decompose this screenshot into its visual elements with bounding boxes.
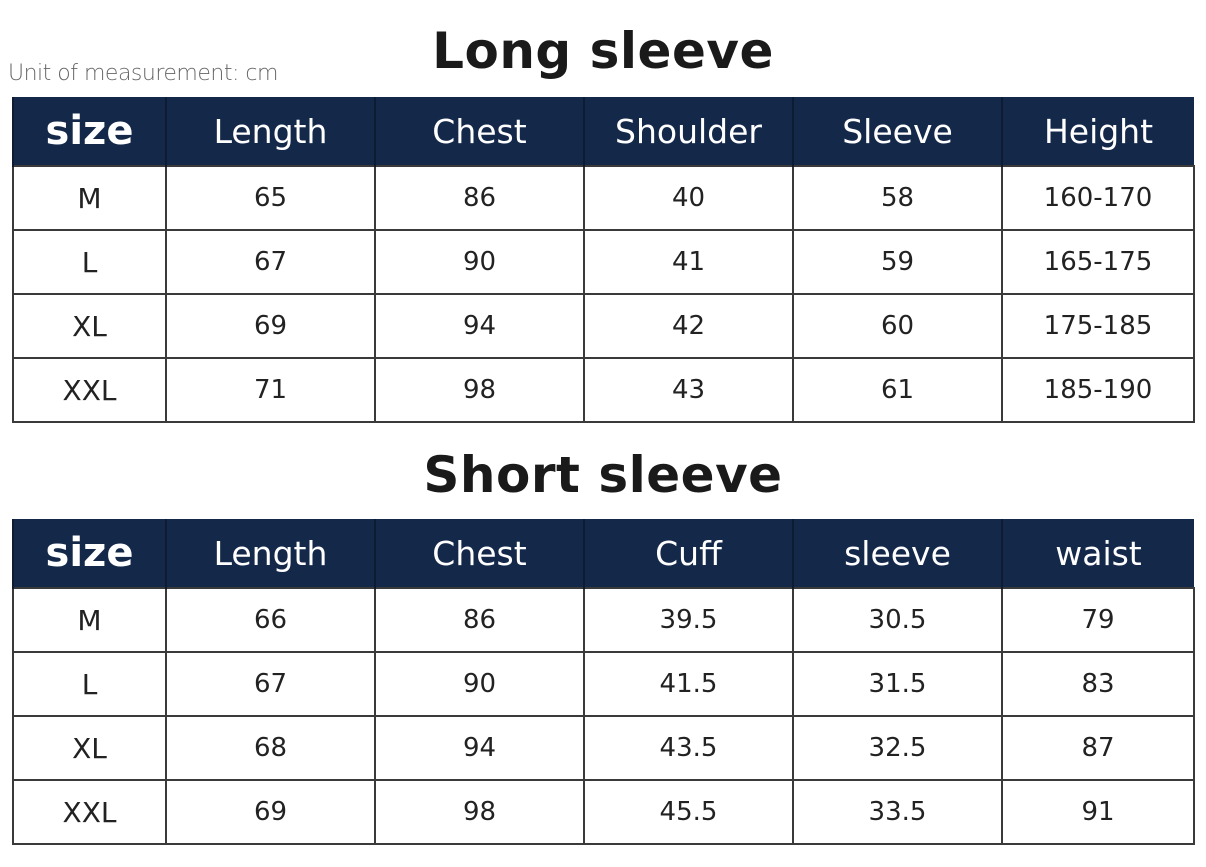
table-cell: 59 [792, 229, 1003, 295]
table-cell: 87 [1001, 715, 1195, 781]
table-cell: 65 [165, 165, 376, 231]
table-cell: 41 [583, 229, 794, 295]
column-header-size: size [12, 519, 166, 588]
table-cell: 175-185 [1001, 293, 1195, 359]
table-cell: 67 [165, 651, 376, 717]
table-cell: 94 [374, 293, 585, 359]
table-cell: 79 [1001, 587, 1195, 653]
table-cell: 86 [374, 587, 585, 653]
table-cell: 90 [374, 229, 585, 295]
table-row: XL 68 94 43.5 32.5 87 [12, 715, 1195, 781]
column-header-chest: Chest [374, 519, 584, 588]
table-row: XXL 69 98 45.5 33.5 91 [12, 779, 1195, 845]
table-cell: 185-190 [1001, 357, 1195, 423]
table-cell: 67 [165, 229, 376, 295]
table-cell: 33.5 [792, 779, 1003, 845]
table-cell: 98 [374, 779, 585, 845]
size-cell: L [12, 229, 167, 295]
column-header-chest: Chest [374, 97, 584, 166]
table-cell: 30.5 [792, 587, 1003, 653]
table-cell: 69 [165, 293, 376, 359]
header-row: size Length Chest Shoulder Sleeve Height [12, 97, 1194, 166]
column-header-height: Height [1001, 97, 1194, 166]
table-cell: 165-175 [1001, 229, 1195, 295]
long-sleeve-title: Long sleeve [432, 22, 774, 80]
size-cell: XXL [12, 779, 167, 845]
table-cell: 41.5 [583, 651, 794, 717]
table-cell: 71 [165, 357, 376, 423]
column-header-length: Length [165, 97, 375, 166]
table-cell: 42 [583, 293, 794, 359]
size-cell: M [12, 165, 167, 231]
table-cell: 40 [583, 165, 794, 231]
table-cell: 45.5 [583, 779, 794, 845]
table-cell: 58 [792, 165, 1003, 231]
header-row: size Length Chest Cuff sleeve waist [12, 519, 1194, 588]
table-cell: 94 [374, 715, 585, 781]
table-cell: 31.5 [792, 651, 1003, 717]
table-cell: 43 [583, 357, 794, 423]
short-sleeve-title: Short sleeve [423, 446, 783, 504]
table-cell: 66 [165, 587, 376, 653]
table-cell: 91 [1001, 779, 1195, 845]
table-row: M 65 86 40 58 160-170 [12, 165, 1195, 231]
table-cell: 86 [374, 165, 585, 231]
column-header-cuff: Cuff [583, 519, 793, 588]
size-cell: XL [12, 293, 167, 359]
column-header-sleeve: sleeve [792, 519, 1002, 588]
column-header-waist: waist [1001, 519, 1194, 588]
column-header-size: size [12, 97, 166, 166]
table-cell: 43.5 [583, 715, 794, 781]
long-sleeve-size-table: size Length Chest Shoulder Sleeve Height M 65 8… [12, 97, 1195, 423]
table-cell: 69 [165, 779, 376, 845]
table-row: L 67 90 41 59 165-175 [12, 229, 1195, 295]
size-cell: L [12, 651, 167, 717]
table-row: M 66 86 39.5 30.5 79 [12, 587, 1195, 653]
column-header-sleeve: Sleeve [792, 97, 1002, 166]
unit-label: Unit of measurement: cm [8, 61, 278, 86]
table-cell: 160-170 [1001, 165, 1195, 231]
size-cell: XL [12, 715, 167, 781]
table-row: XXL 71 98 43 61 185-190 [12, 357, 1195, 423]
table-row: XL 69 94 42 60 175-185 [12, 293, 1195, 359]
column-header-shoulder: Shoulder [583, 97, 793, 166]
table-cell: 32.5 [792, 715, 1003, 781]
table-cell: 39.5 [583, 587, 794, 653]
size-cell: M [12, 587, 167, 653]
table-cell: 98 [374, 357, 585, 423]
table-cell: 60 [792, 293, 1003, 359]
table-cell: 90 [374, 651, 585, 717]
column-header-length: Length [165, 519, 375, 588]
table-row: L 67 90 41.5 31.5 83 [12, 651, 1195, 717]
table-cell: 61 [792, 357, 1003, 423]
table-cell: 68 [165, 715, 376, 781]
short-sleeve-size-table: size Length Chest Cuff sleeve waist M 66 86 39.5… [12, 519, 1195, 845]
table-cell: 83 [1001, 651, 1195, 717]
size-cell: XXL [12, 357, 167, 423]
